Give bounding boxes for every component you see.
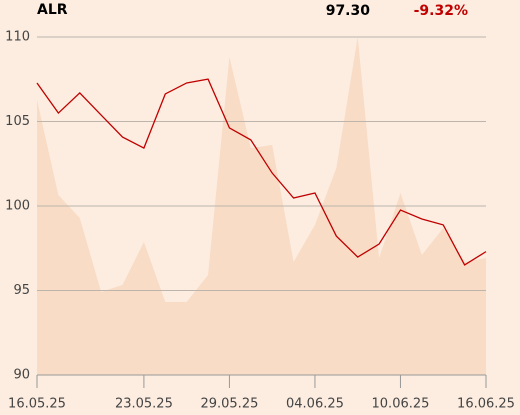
change: -9.32% xyxy=(414,3,468,19)
x-tick-label: 16.06.25 xyxy=(457,397,515,412)
x-tick-label: 29.05.25 xyxy=(200,397,258,412)
x-tick-label: 10.06.25 xyxy=(372,397,430,412)
x-tick-label: 23.05.25 xyxy=(115,397,173,412)
price-line xyxy=(36,78,487,266)
y-tick-label: 100 xyxy=(5,199,30,214)
x-tick-label: 16.05.25 xyxy=(8,397,66,412)
y-tick-label: 110 xyxy=(5,30,30,45)
x-tick-label: 04.06.25 xyxy=(286,397,344,412)
y-tick-label: 105 xyxy=(5,114,30,129)
price: 97.30 xyxy=(326,3,371,19)
ticker: ALR xyxy=(37,2,68,18)
y-tick-label: 95 xyxy=(13,283,30,298)
y-tick-label: 90 xyxy=(13,368,30,383)
